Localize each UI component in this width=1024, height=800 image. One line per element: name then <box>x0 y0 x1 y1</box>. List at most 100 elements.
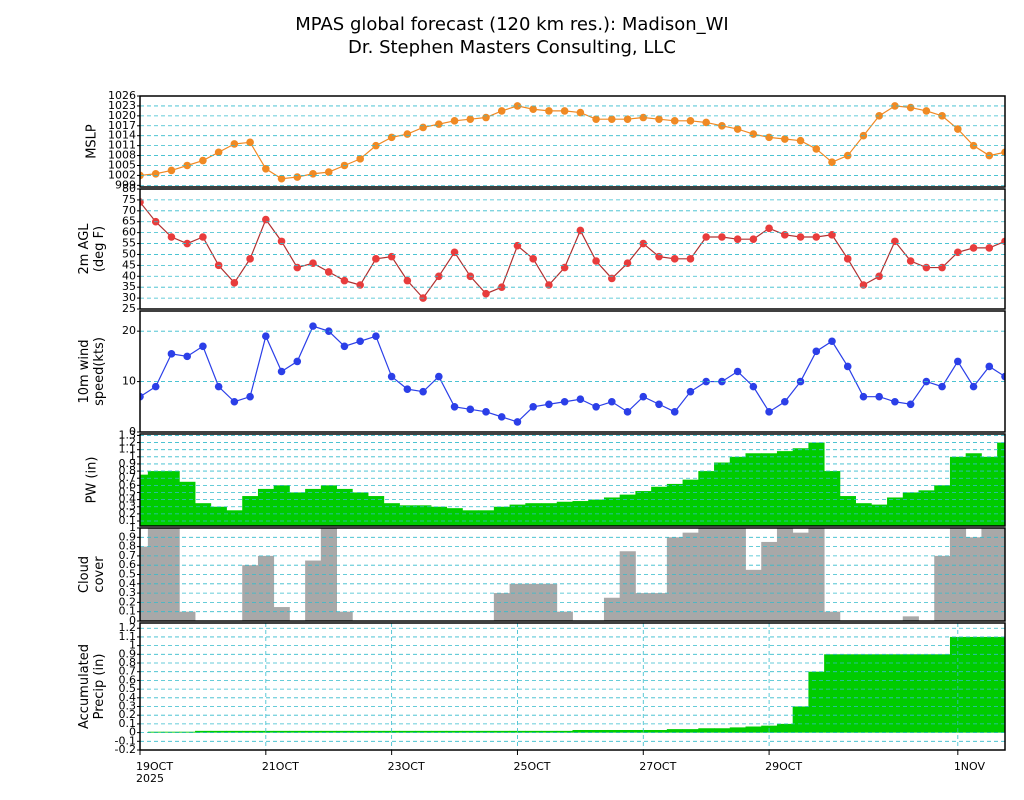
y-axis-label: PW (in) <box>85 457 100 504</box>
y-tick-label: 0.3 <box>119 586 137 599</box>
bar <box>195 730 212 733</box>
bar <box>572 501 589 526</box>
bar <box>745 726 762 733</box>
bar <box>855 654 872 733</box>
series-line <box>140 325 1005 423</box>
y-tick-label: 0.1 <box>119 717 137 730</box>
point <box>151 169 160 178</box>
bar <box>808 442 825 526</box>
point <box>324 327 333 335</box>
bar <box>792 532 809 621</box>
bar <box>855 503 872 526</box>
point <box>387 252 396 261</box>
point <box>513 418 522 426</box>
bar <box>478 730 495 733</box>
point <box>513 241 522 250</box>
point <box>230 140 239 148</box>
bar <box>305 730 322 733</box>
bar <box>997 442 1005 526</box>
bar <box>320 730 337 733</box>
y-tick-label: 35 <box>122 280 136 293</box>
point <box>623 408 632 416</box>
point <box>529 255 537 263</box>
bar <box>430 730 448 733</box>
bar <box>997 636 1005 733</box>
point <box>435 272 443 281</box>
point <box>781 231 789 239</box>
point <box>1001 372 1005 381</box>
y-tick-label: 0.1 <box>119 514 137 527</box>
y-tick-label: 10 <box>122 375 136 388</box>
y-tick-label: 40 <box>122 269 136 282</box>
point <box>403 385 412 393</box>
point <box>214 382 223 391</box>
bar <box>666 729 683 733</box>
bar <box>368 730 385 733</box>
bar <box>320 528 337 621</box>
bar <box>163 731 180 733</box>
bar <box>163 471 180 526</box>
point <box>670 408 679 416</box>
bar <box>352 730 369 733</box>
bar <box>242 496 259 526</box>
bar <box>210 506 227 526</box>
point <box>466 115 475 123</box>
point <box>906 257 915 265</box>
y-axis-label: 10m wind <box>77 339 92 403</box>
point <box>828 337 836 346</box>
panel-frame <box>139 95 1006 188</box>
bar <box>556 501 573 526</box>
bar <box>666 537 683 621</box>
bar <box>242 565 259 621</box>
bar <box>808 671 825 733</box>
bar <box>352 492 369 526</box>
bar <box>698 528 715 621</box>
point <box>922 107 931 115</box>
point <box>167 166 176 175</box>
y-axis-label: Precip (in) <box>92 654 107 720</box>
point <box>403 130 412 138</box>
bar <box>965 636 982 733</box>
y-tick-label: -0.2 <box>115 743 136 756</box>
point <box>843 362 852 371</box>
point <box>843 255 852 263</box>
point <box>167 350 176 358</box>
point <box>906 103 915 112</box>
bar <box>729 456 746 526</box>
point <box>450 248 459 257</box>
bar <box>666 483 683 526</box>
bar <box>446 508 463 526</box>
bar <box>824 654 841 733</box>
y-tick-label: 55 <box>122 237 136 250</box>
point <box>419 387 427 396</box>
y-tick-label: 20 <box>122 324 136 337</box>
y-tick-label: 1002 <box>108 168 136 181</box>
point <box>812 233 821 241</box>
point <box>891 397 899 406</box>
point <box>293 173 302 181</box>
bar <box>981 456 998 526</box>
bar <box>242 730 259 733</box>
y-tick-label: 0.2 <box>119 708 137 721</box>
y-tick-label: 30 <box>122 291 136 304</box>
point <box>828 158 836 166</box>
bar <box>399 730 416 733</box>
y-tick-label: 1.1 <box>119 443 137 456</box>
panel <box>140 322 1005 426</box>
point <box>340 276 349 285</box>
point <box>733 235 742 243</box>
y-axis-label: Accumulated <box>77 644 92 729</box>
point <box>733 125 742 133</box>
bar <box>965 537 982 621</box>
bar <box>635 593 652 621</box>
y-tick-label: 0.8 <box>119 464 137 477</box>
point <box>183 239 191 248</box>
x-tick-label: 27OCT <box>639 760 676 773</box>
y-tick-label: 0.3 <box>119 500 137 513</box>
bar <box>179 481 196 526</box>
bar <box>808 528 825 621</box>
bar <box>588 499 605 526</box>
bar <box>305 560 322 621</box>
y-tick-label: 80 <box>122 182 136 195</box>
point <box>230 279 239 287</box>
